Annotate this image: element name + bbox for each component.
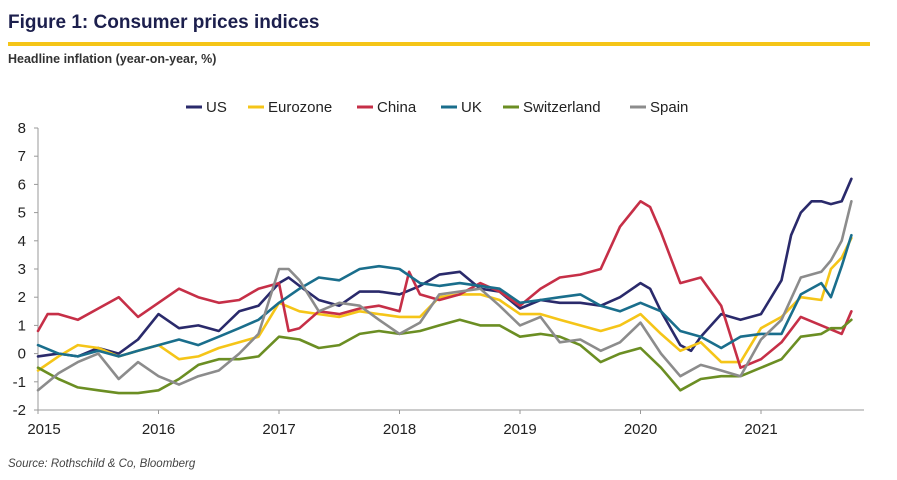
y-tick-label: 2 xyxy=(18,289,26,306)
legend-label-china: China xyxy=(377,99,417,116)
y-tick-label: 5 xyxy=(18,205,26,222)
legend-label-switzerland: Switzerland xyxy=(523,99,601,116)
x-tick-label: 2018 xyxy=(383,421,416,438)
series-line-china xyxy=(36,200,853,369)
x-tick-label: 2015 xyxy=(27,421,60,438)
x-tick-label: 2017 xyxy=(262,421,295,438)
figure-subtitle: Headline inflation (year-on-year, %) xyxy=(8,52,217,66)
x-tick-label: 2019 xyxy=(503,421,536,438)
y-tick-label: 1 xyxy=(18,317,26,334)
y-tick-label: 7 xyxy=(18,148,26,165)
y-tick-label: 8 xyxy=(18,120,26,137)
x-tick-label: 2021 xyxy=(744,421,777,438)
legend-label-uk: UK xyxy=(461,99,482,116)
y-tick-label: 0 xyxy=(18,346,26,363)
figure-title: Figure 1: Consumer prices indices xyxy=(8,12,320,33)
x-tick-label: 2020 xyxy=(624,421,657,438)
source-note: Source: Rothschild & Co, Bloomberg xyxy=(8,458,196,470)
y-tick-label: -2 xyxy=(13,402,26,419)
series-line-uk xyxy=(36,233,853,358)
y-tick-label: -1 xyxy=(13,374,26,391)
series-line-eurozone xyxy=(36,236,853,372)
title-underline xyxy=(8,42,870,46)
y-tick-label: 4 xyxy=(18,233,26,250)
y-tick-label: 6 xyxy=(18,176,26,193)
series-line-spain xyxy=(36,200,853,392)
x-tick-label: 2016 xyxy=(142,421,175,438)
legend-label-eurozone: Eurozone xyxy=(268,99,332,116)
legend-label-spain: Spain xyxy=(650,99,688,116)
legend-label-us: US xyxy=(206,99,227,116)
y-tick-label: 3 xyxy=(18,261,26,278)
series-line-us xyxy=(36,177,853,358)
